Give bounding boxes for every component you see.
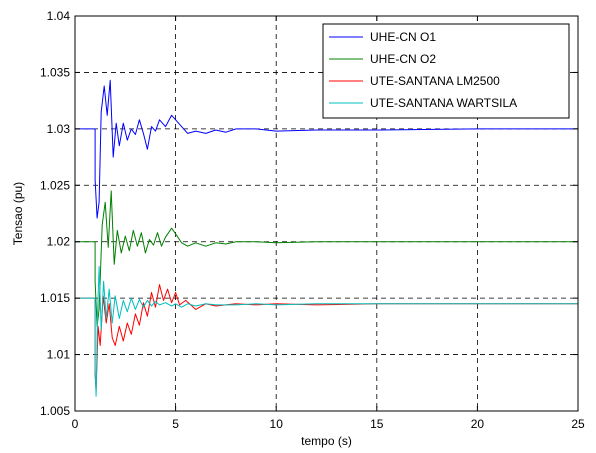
- plot-frame: [74, 15, 579, 412]
- legend: UHE-CN O1 UHE-CN O2 UTE-SANTANA LM2500 UTE-…: [322, 23, 570, 119]
- legend-label-1: UHE-CN O1: [370, 30, 436, 44]
- x-tick-label: 0: [72, 417, 79, 431]
- x-axis-label: tempo (s): [301, 434, 352, 448]
- series-line-1: [75, 79, 578, 219]
- series-line-2: [75, 190, 578, 327]
- y-tick-label: 1.015: [40, 291, 70, 305]
- y-tick-label: 1.035: [40, 65, 70, 79]
- series-line-3: [75, 284, 578, 392]
- x-tick-label: 10: [270, 417, 284, 431]
- x-tick-label: 5: [172, 417, 179, 431]
- y-tick-label: 1.025: [40, 178, 70, 192]
- y-tick-label: 1.02: [47, 235, 71, 249]
- x-tick-label: 15: [370, 417, 384, 431]
- x-tick-label: 25: [571, 417, 585, 431]
- ticks: 0 5 10 15 20 25 1.005 1.01 1.015 1.02 1.025 1.03 1.0…: [40, 9, 585, 431]
- y-tick-label: 1.01: [47, 348, 71, 362]
- y-tick-label: 1.03: [47, 122, 71, 136]
- legend-label-2: UHE-CN O2: [370, 52, 436, 66]
- series-line-4: [75, 266, 578, 397]
- legend-label-4: UTE-SANTANA WARTSILA: [370, 96, 517, 110]
- y-axis-label: Tensao (pu): [11, 182, 25, 245]
- series-group: [75, 79, 578, 397]
- legend-label-3: UTE-SANTANA LM2500: [370, 74, 500, 88]
- legend-box: [322, 23, 570, 119]
- y-tick-label: 1.04: [47, 9, 71, 23]
- y-tick-label: 1.005: [40, 404, 70, 418]
- x-tick-label: 20: [471, 417, 485, 431]
